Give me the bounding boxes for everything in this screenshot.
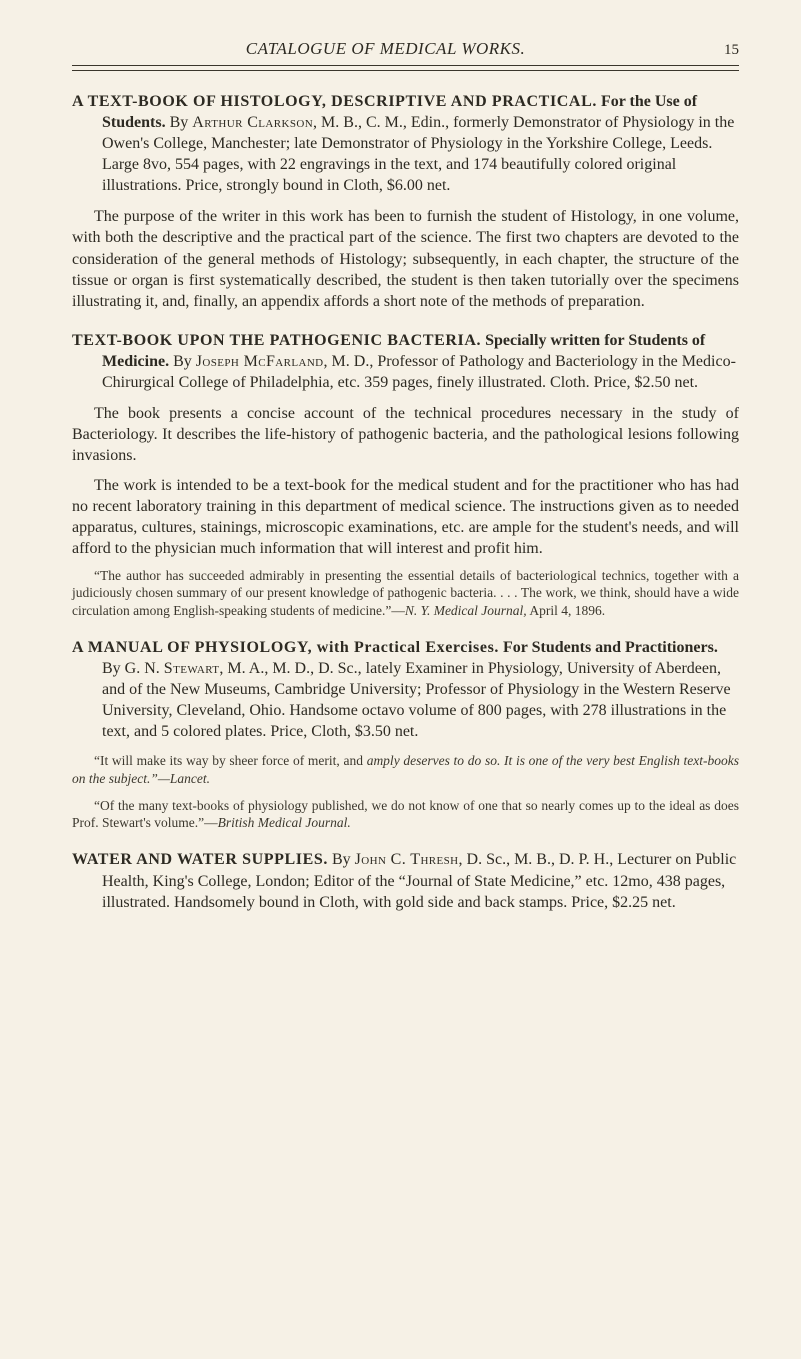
by-prefix: By — [166, 114, 193, 131]
entry-heading: A MANUAL OF PHYSIOLOGY, with Practical E… — [72, 637, 739, 743]
entry-paragraph: The work is intended to be a text-book f… — [72, 475, 739, 559]
quote-text: “It will make its way by sheer force of … — [94, 753, 367, 768]
by-prefix: By — [328, 851, 355, 868]
entry-heading: A TEXT-BOOK OF HISTOLOGY, DESCRIPTIVE AN… — [72, 91, 739, 197]
running-header: CATALOGUE OF MEDICAL WORKS. 15 — [72, 38, 739, 66]
page-number: 15 — [699, 41, 739, 61]
entry-title: TEXT-BOOK UPON THE PATHOGENIC BACTERIA. — [72, 332, 481, 349]
catalogue-entry: WATER AND WATER SUPPLIES. By John C. Thr… — [72, 849, 739, 912]
entry-quote: “Of the many text-books of physiology pu… — [72, 797, 739, 832]
catalogue-entry: A MANUAL OF PHYSIOLOGY, with Practical E… — [72, 637, 739, 832]
entry-author: Joseph McFarland — [196, 353, 324, 370]
by-prefix: By — [169, 353, 196, 370]
entry-title: A MANUAL OF PHYSIOLOGY, with Practical E… — [72, 639, 499, 656]
quote-source: British Medical Journal. — [218, 815, 351, 830]
entry-heading: WATER AND WATER SUPPLIES. By John C. Thr… — [72, 849, 739, 912]
entry-author: Stewart — [164, 660, 220, 677]
entry-title: WATER AND WATER SUPPLIES. — [72, 851, 328, 868]
entry-paragraph: The purpose of the writer in this work h… — [72, 206, 739, 312]
entry-paragraph: The book presents a concise account of t… — [72, 403, 739, 466]
entry-author: Arthur Clarkson — [192, 114, 313, 131]
catalogue-entry: TEXT-BOOK UPON THE PATHOGENIC BACTERIA. … — [72, 330, 739, 619]
entry-subtitle: For Students and Practitioners. — [499, 639, 718, 656]
entry-title: A TEXT-BOOK OF HISTOLOGY, DESCRIPTIVE AN… — [72, 93, 597, 110]
entry-quote: “The author has succeeded admirably in p… — [72, 567, 739, 619]
entry-heading: TEXT-BOOK UPON THE PATHOGENIC BACTERIA. … — [72, 330, 739, 393]
quote-source: —Lancet. — [158, 771, 210, 786]
entry-quote: “It will make its way by sheer force of … — [72, 752, 739, 787]
quote-source: N. Y. Medical Journal, — [405, 603, 527, 618]
entry-author: John C. Thresh — [355, 851, 459, 868]
quote-text: “Of the many text-books of physiology pu… — [72, 798, 739, 830]
quote-tail: April 4, 1896. — [527, 603, 605, 618]
running-title: CATALOGUE OF MEDICAL WORKS. — [72, 38, 699, 60]
by-prefix: By G. N. — [102, 660, 164, 677]
catalogue-entry: A TEXT-BOOK OF HISTOLOGY, DESCRIPTIVE AN… — [72, 91, 739, 312]
header-rule — [72, 70, 739, 71]
